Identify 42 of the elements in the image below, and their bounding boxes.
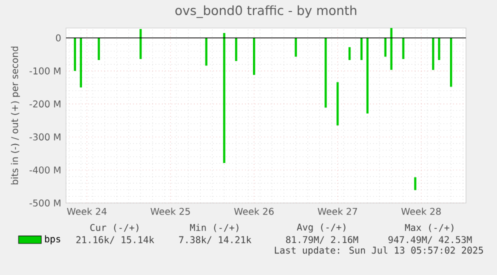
bar	[235, 38, 238, 62]
bar	[205, 38, 208, 66]
text: Avg (-/+)	[296, 223, 346, 233]
text: Max (-/+)	[405, 224, 454, 232]
x-tick-label: Week 24	[67, 208, 107, 215]
legend-label: bps	[45, 235, 60, 244]
bar	[402, 38, 404, 60]
y-tick-label: -500 M	[30, 199, 60, 207]
bar	[360, 38, 363, 60]
text: 21.16k/ 15.14k	[76, 236, 154, 244]
y-tick-label: -400 M	[30, 166, 60, 174]
text: 7.38k/ 14.21k	[179, 236, 252, 244]
text: Last update: Sun Jul 13 05:57:02 2025	[274, 246, 483, 256]
y-tick-label: -100 M	[30, 67, 60, 74]
y-tick-label: -300 M	[30, 133, 60, 140]
bar	[80, 38, 82, 88]
bar	[366, 38, 369, 114]
bar	[74, 38, 76, 71]
bar	[432, 38, 434, 70]
bar	[324, 38, 327, 108]
bar	[438, 38, 440, 60]
bar	[140, 28, 142, 60]
bar	[98, 38, 100, 60]
x-tick-label: Week 27	[318, 208, 358, 215]
bar	[348, 47, 351, 60]
bar	[450, 38, 452, 87]
y-tick-label: -200 M	[30, 100, 60, 108]
x-tick-label: Week 26	[234, 208, 274, 215]
text: 81.79M/ 2.16M	[286, 236, 358, 244]
bar	[223, 32, 226, 164]
chart-title: ovs_bond0 traffic - by month	[175, 5, 356, 18]
text: Min (-/+)	[190, 224, 238, 232]
y-axis-title: bits in (-) / out (+) per second	[10, 46, 20, 184]
bar	[414, 177, 416, 190]
bar	[252, 38, 256, 75]
text: Cur (-/+)	[90, 224, 138, 232]
x-tick-label: Week 28	[401, 208, 441, 215]
x-tick-label: Week 25	[150, 208, 190, 215]
bar	[390, 28, 392, 70]
text: 947.49M/ 42.53M	[388, 236, 472, 244]
bar	[336, 82, 339, 126]
y-tick-label: 0	[56, 34, 61, 42]
